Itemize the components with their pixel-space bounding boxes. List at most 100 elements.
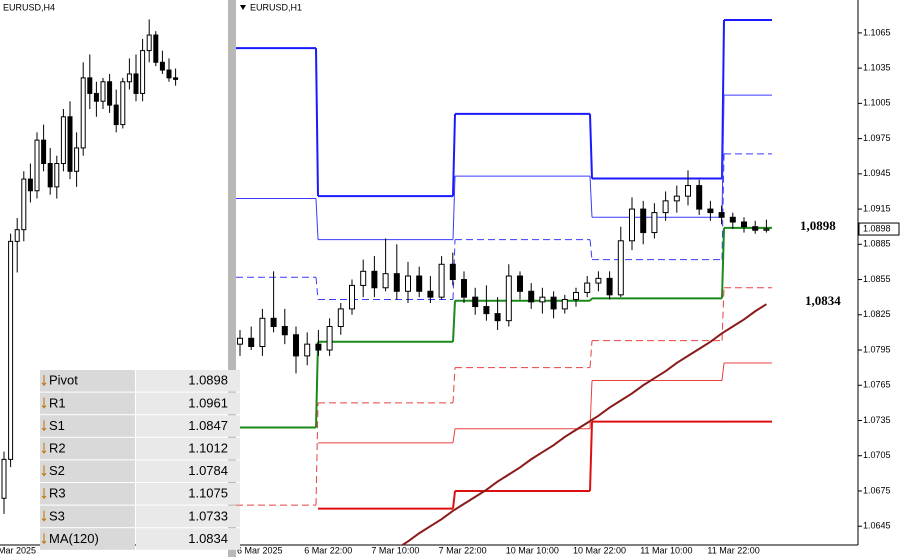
candle-body [74, 147, 80, 172]
candle-body [662, 200, 669, 214]
candle-body [133, 73, 139, 94]
pivot-step [452, 367, 456, 403]
pivot-step [452, 490, 456, 509]
candle-body [539, 296, 546, 303]
candle-body [173, 77, 179, 80]
y-tick-label: 1.0735 [863, 415, 891, 425]
candle-body [259, 317, 266, 347]
candle-body [595, 277, 602, 284]
table-row [136, 528, 240, 550]
current-price: 1.0898 [863, 223, 891, 233]
y-tick-label: 1.0675 [863, 485, 891, 495]
level-name: R1 [49, 395, 66, 410]
candle-body [100, 81, 106, 102]
level-value: 1.0961 [188, 395, 228, 410]
x-tick-label: 7 Mar 22:00 [439, 545, 487, 555]
candle-body [405, 275, 411, 292]
pivot-step [315, 198, 319, 240]
candle-body [47, 163, 53, 188]
row-icon [41, 510, 47, 522]
candle-body [561, 299, 568, 310]
candle-body [281, 326, 288, 336]
panel-separator [228, 0, 236, 557]
x-tick-label: 11 Mar 10:00 [640, 545, 692, 555]
candle-body [60, 116, 66, 164]
table-row [136, 505, 240, 528]
price-annotation: 1,0898 [800, 218, 836, 233]
pivot-step [589, 113, 593, 179]
candle-body [573, 291, 579, 301]
row-icon [41, 375, 47, 387]
y-tick-label: 1.0885 [863, 239, 891, 249]
level-value: 1.0847 [188, 418, 228, 433]
candle-body [270, 317, 277, 328]
candle-body [729, 216, 736, 223]
candle-body [371, 270, 378, 289]
row-icon [41, 488, 47, 500]
table-row [136, 370, 240, 392]
pivot-step [589, 421, 593, 491]
chart-title: EURUSD,H4 [3, 2, 55, 12]
candle-body [337, 308, 344, 328]
price-box [858, 222, 900, 236]
pivot-step [721, 287, 725, 341]
y-tick-label: 1.1035 [863, 63, 891, 73]
candle-body [93, 92, 99, 102]
pivot-step [721, 95, 725, 218]
candle-body [34, 139, 40, 192]
candle-body [107, 81, 113, 106]
chart-h1: EURUSD,H1 1,0898 1,0834 [236, 2, 841, 545]
pivot-step [589, 297, 593, 302]
level-name: Pivot [49, 373, 78, 388]
candle-body [718, 212, 725, 218]
candle-body [685, 185, 691, 197]
pivot-step [452, 176, 456, 240]
candle-body [293, 334, 299, 357]
level-value: 1.0898 [188, 373, 228, 388]
y-tick-label: 1.0705 [863, 450, 891, 460]
table-row [40, 392, 135, 415]
pivot-step [721, 227, 725, 299]
y-tick-label: 1.0825 [863, 309, 891, 319]
y-tick-label: 1.1005 [863, 98, 891, 108]
candle-body [741, 221, 747, 228]
candle-body [80, 77, 86, 149]
price-annotation: 1,0834 [805, 293, 841, 308]
row-icon [41, 442, 47, 455]
x-tick-label: 6 Mar 22:00 [304, 545, 352, 555]
pivot-step [315, 341, 319, 428]
y-tick-label: 1.0765 [863, 380, 891, 390]
row-icon [41, 533, 47, 545]
x-tick-label: Mar 2025 [0, 545, 36, 555]
pivot-step [452, 239, 456, 300]
candle-body [166, 69, 172, 79]
candle-body [517, 275, 523, 292]
candle-body [449, 263, 456, 281]
candle-body [14, 229, 20, 242]
candle-body [472, 296, 479, 308]
y-tick-label: 1.0945 [863, 168, 891, 178]
candle-body [528, 290, 535, 303]
row-icon [41, 397, 47, 409]
level-value: 1.0784 [188, 463, 228, 478]
candle-body [27, 178, 33, 192]
candle-body [461, 279, 467, 298]
candle-body [87, 77, 93, 94]
candle-body [349, 284, 355, 310]
pivot-step [452, 113, 456, 197]
candle-body [763, 228, 770, 231]
candle-body [752, 226, 759, 231]
candle-body [113, 104, 119, 126]
level-name: S2 [49, 463, 65, 478]
chart-title: EURUSD,H1 [250, 2, 302, 12]
candle-body [248, 337, 255, 347]
candle-body [550, 296, 557, 310]
table-row [40, 483, 135, 505]
pivot-step [721, 362, 725, 381]
menu-arrow[interactable] [240, 5, 246, 10]
candle-body [393, 273, 400, 292]
level-value: 1.1075 [188, 486, 228, 501]
level-value: 1.0733 [188, 508, 228, 523]
chart-h4: EURUSD,H4 Mar 2025 [0, 2, 179, 555]
candle-body [505, 275, 512, 322]
